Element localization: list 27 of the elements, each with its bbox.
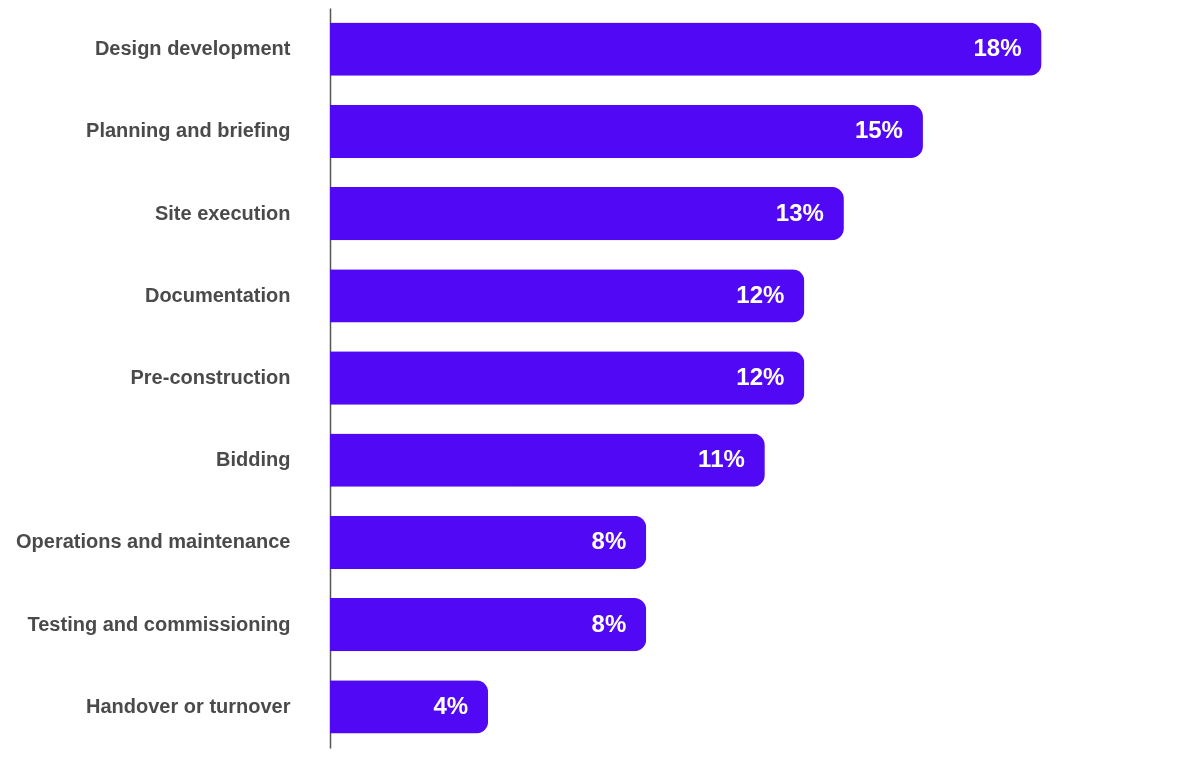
data-label: 13% xyxy=(775,198,824,226)
bar xyxy=(330,680,489,734)
bar xyxy=(330,186,844,241)
data-label: 15% xyxy=(854,116,903,144)
data-label: 12% xyxy=(736,280,785,308)
bar xyxy=(330,598,647,652)
y-tick-label: Planning and briefing xyxy=(86,119,291,142)
bar xyxy=(330,104,923,158)
data-label: 18% xyxy=(973,34,1022,62)
data-label: 12% xyxy=(736,363,785,390)
y-tick-label: Site execution xyxy=(154,201,291,224)
y-tick-label: Bidding xyxy=(216,448,291,471)
y-tick-label: Testing and commissioning xyxy=(27,612,291,635)
y-tick-label: Operations and maintenance xyxy=(15,530,291,553)
data-label: 11% xyxy=(698,445,745,473)
bar xyxy=(330,22,1042,76)
data-label: 8% xyxy=(591,609,627,637)
data-label: 8% xyxy=(591,527,627,555)
bar xyxy=(330,515,647,570)
y-tick-label: Documentation xyxy=(144,283,291,306)
bar xyxy=(330,433,765,487)
bar xyxy=(330,269,805,323)
bar xyxy=(330,351,805,405)
y-tick-label: Handover or turnover xyxy=(86,694,291,717)
y-tick-label: Pre-construction xyxy=(130,366,291,388)
data-label: 4% xyxy=(433,691,469,719)
y-tick-label: Design development xyxy=(94,37,291,60)
